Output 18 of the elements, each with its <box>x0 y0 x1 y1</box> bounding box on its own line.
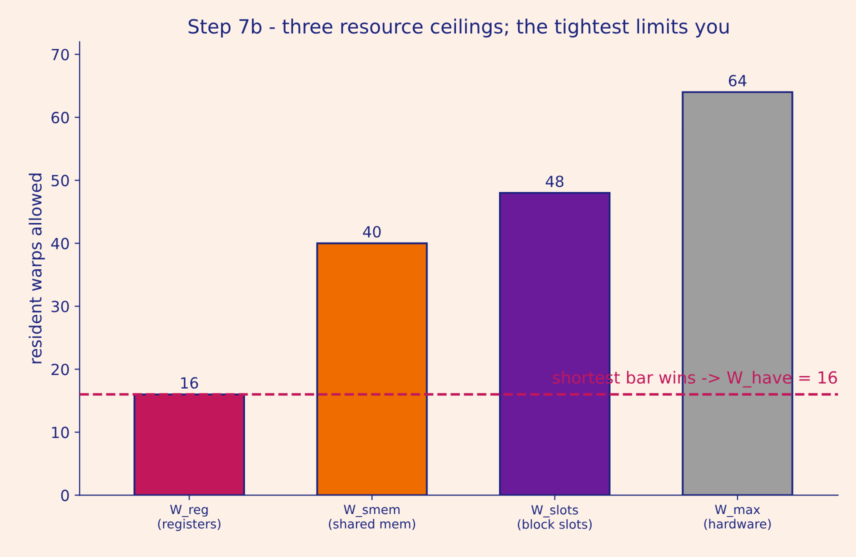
y-tick-label: 30 <box>52 300 69 312</box>
y-tick-label: 60 <box>52 112 69 124</box>
y-tick-label: 40 <box>51 238 69 250</box>
y-tick-label: 10 <box>52 426 69 438</box>
x-tick-label: W_max (hardware) <box>704 504 771 530</box>
x-tick-label: W_reg (registers) <box>158 504 220 531</box>
y-tick-label: 70 <box>52 48 69 60</box>
data-label: 48 <box>546 176 564 188</box>
y-tick-label: 20 <box>52 364 69 376</box>
chart-title: Step 7b - three resource ceilings; the tightest limits you <box>188 18 729 38</box>
x-tick-label: W_smem (shared mem) <box>328 504 416 530</box>
data-label: 64 <box>728 74 746 86</box>
data-label: 40 <box>363 226 381 238</box>
x-tick-label: W_slots (block slots) <box>518 504 592 530</box>
y-tick-label: 50 <box>52 174 69 186</box>
data-label: 16 <box>181 377 198 389</box>
y-axis-title: resident warps allowed <box>28 174 45 364</box>
y-tick-label: 0 <box>61 490 69 502</box>
